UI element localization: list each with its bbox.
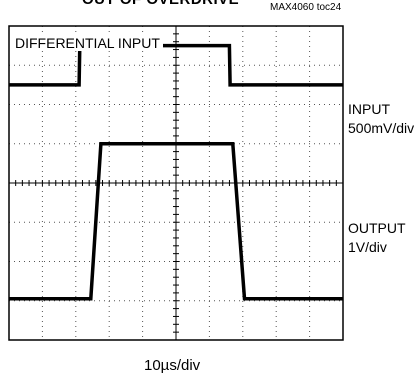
output-channel-label: OUTPUT xyxy=(348,220,406,236)
part-number: MAX4060 toc24 xyxy=(270,2,342,13)
chart-title: OUT OF OVERDRIVE xyxy=(82,0,239,8)
differential-input-label: DIFFERENTIAL INPUT xyxy=(12,35,163,51)
output-trace xyxy=(9,142,343,301)
input-channel-label: INPUT xyxy=(348,101,390,117)
output-channel-scale: 1V/div xyxy=(348,239,387,255)
input-channel-scale: 500mV/div xyxy=(348,120,415,136)
timebase-label: 10µs/div xyxy=(144,357,201,374)
plot-frame xyxy=(8,25,344,341)
